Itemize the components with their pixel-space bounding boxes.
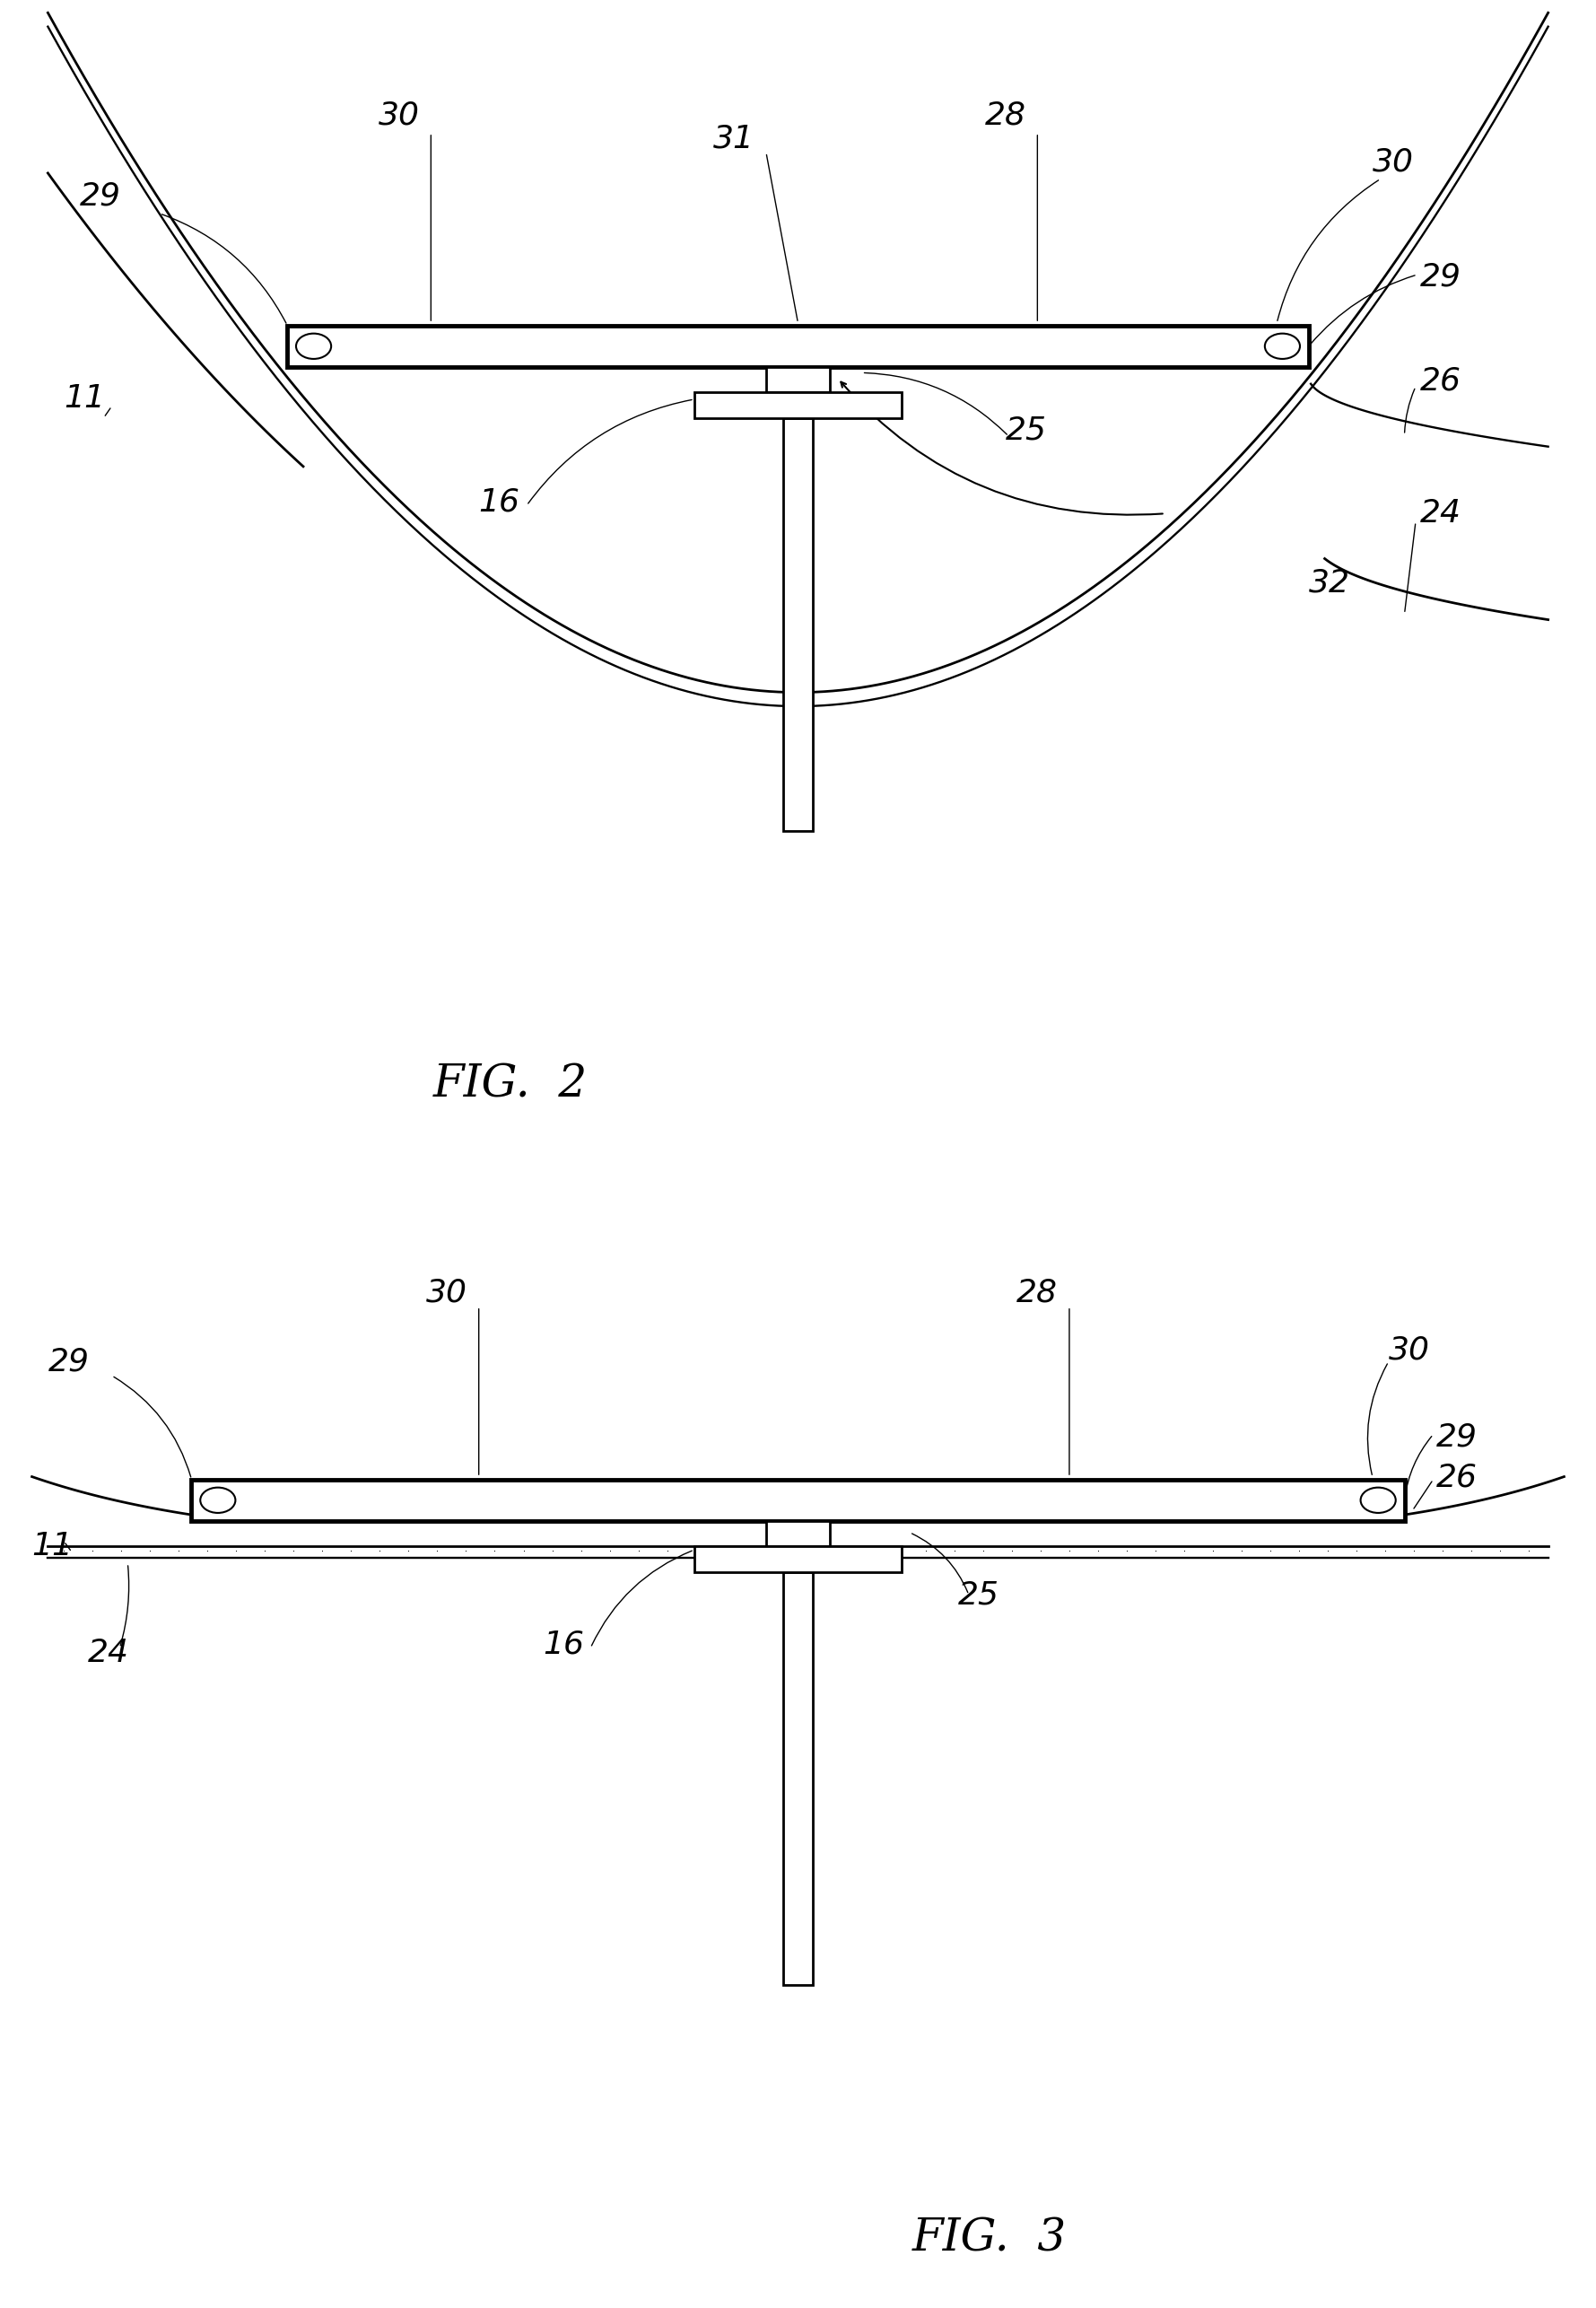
Text: 30: 30 <box>1373 145 1414 178</box>
Bar <box>766 1521 830 1546</box>
Text: FIG.  2: FIG. 2 <box>434 1062 587 1108</box>
Text: 16: 16 <box>479 487 520 517</box>
Text: 30: 30 <box>378 99 420 132</box>
Text: 30: 30 <box>1389 1334 1430 1366</box>
Text: 11: 11 <box>64 383 105 413</box>
Text: 29: 29 <box>80 180 121 212</box>
Text: 26: 26 <box>1420 365 1462 397</box>
Bar <box>694 1546 902 1572</box>
Text: FIG.  3: FIG. 3 <box>913 2216 1066 2262</box>
Text: 25: 25 <box>1005 415 1047 445</box>
Bar <box>784 1572 812 1985</box>
Text: 28: 28 <box>985 99 1026 132</box>
Bar <box>287 325 1309 367</box>
Text: 16: 16 <box>543 1629 584 1659</box>
Bar <box>766 367 830 392</box>
Text: 24: 24 <box>1420 499 1462 529</box>
Text: 26: 26 <box>1436 1461 1478 1493</box>
Text: 30: 30 <box>426 1276 468 1309</box>
Text: 29: 29 <box>48 1346 89 1378</box>
Text: 29: 29 <box>1420 261 1462 293</box>
Text: 24: 24 <box>88 1636 129 1669</box>
Bar <box>192 1479 1404 1521</box>
Text: 32: 32 <box>1309 568 1350 598</box>
Text: 28: 28 <box>1017 1276 1058 1309</box>
Bar <box>784 418 812 831</box>
Bar <box>694 392 902 418</box>
Text: 11: 11 <box>32 1530 73 1563</box>
Text: 25: 25 <box>958 1579 999 1611</box>
Text: 31: 31 <box>713 122 755 155</box>
Text: 29: 29 <box>1436 1422 1478 1452</box>
